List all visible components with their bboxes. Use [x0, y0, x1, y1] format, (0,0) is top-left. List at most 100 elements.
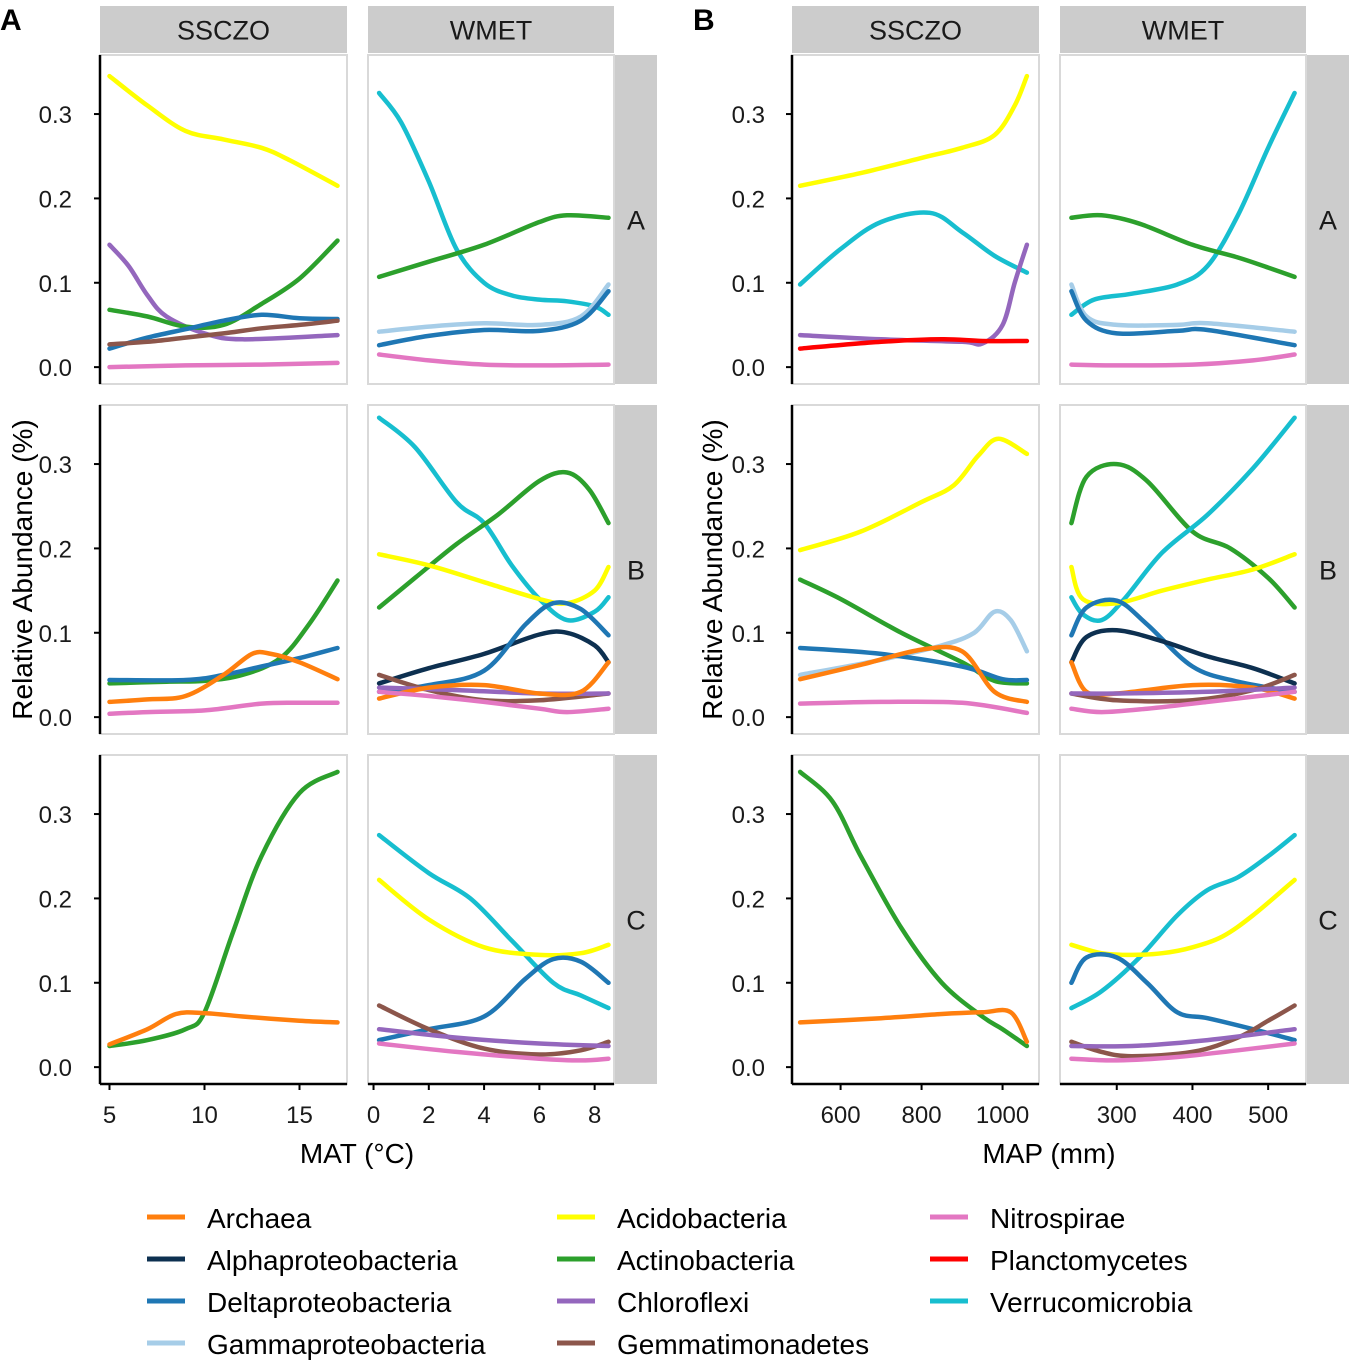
series-line-actinobacteria: [107, 769, 340, 1049]
series-line-nitrospirae: [797, 699, 1030, 716]
series-line-alphaproteobacteria: [1069, 627, 1297, 686]
panel-tag-b: B: [693, 4, 715, 37]
row-strip-c: [1307, 755, 1349, 1084]
y-tick-label: 0.0: [732, 705, 765, 732]
series-line-nitrospirae: [107, 700, 340, 717]
series-line-deltaproteobacteria: [107, 645, 340, 683]
series-line-verrucomicrobia: [376, 832, 611, 1011]
y-tick-label: 0.3: [732, 802, 765, 829]
y-tick-label: 0.0: [39, 355, 72, 382]
facet-ssczo-b: [99, 404, 348, 735]
x-tick-label: 4: [477, 1102, 490, 1129]
facet-wmet-a: [367, 54, 615, 385]
y-tick-label: 0.2: [39, 186, 72, 213]
legend-label: Actinobacteria: [617, 1245, 795, 1276]
facet-frame: [1059, 54, 1307, 385]
x-tick-label: 6: [533, 1102, 546, 1129]
legend-label: Nitrospirae: [990, 1203, 1125, 1234]
row-strip-label: C: [626, 906, 646, 936]
series-line-actinobacteria: [1069, 461, 1297, 610]
series-line-chloroflexi: [1069, 685, 1297, 696]
y-tick-label: 0.1: [732, 971, 765, 998]
series-line-chloroflexi: [797, 242, 1030, 347]
legend-label: Deltaproteobacteria: [207, 1287, 452, 1318]
series-line-actinobacteria: [107, 238, 340, 330]
series-line-nitrospirae: [1069, 352, 1297, 368]
site-strip-wmet: [368, 6, 614, 53]
legend-item-chloroflexi: Chloroflexi: [557, 1287, 749, 1318]
site-strip-wmet: [1060, 6, 1306, 53]
facet-frame: [367, 54, 615, 385]
series-line-acidobacteria: [797, 436, 1030, 553]
x-tick-label: 2: [422, 1102, 435, 1129]
y-tick-label: 0.1: [732, 271, 765, 298]
facet-wmet-a: [1059, 54, 1307, 385]
series-line-gemmatimonadetes: [376, 1003, 611, 1057]
series-line-acidobacteria: [1069, 552, 1297, 607]
series-line-planctomycetes: [797, 337, 1030, 351]
y-tick-label: 0.3: [39, 452, 72, 479]
row-strip-a: [615, 55, 657, 384]
legend-item-nitrospirae: Nitrospirae: [930, 1203, 1125, 1234]
series-line-actinobacteria: [797, 769, 1030, 1049]
series-line-deltaproteobacteria: [376, 600, 611, 695]
legend-label: Acidobacteria: [617, 1203, 787, 1234]
y-tick-label: 0.2: [39, 886, 72, 913]
legend-item-gemmatimonadetes: Gemmatimonadetes: [557, 1329, 869, 1360]
legend-label: Alphaproteobacteria: [207, 1245, 458, 1276]
legend-item-gammaproteobacteria: Gammaproteobacteria: [147, 1329, 486, 1360]
series-line-actinobacteria: [376, 212, 611, 280]
chart-root: A Relative Abundance (%) SSCZO WMET A 0.0 0.1 0…: [0, 4, 1349, 1169]
facet-frame: [1059, 404, 1307, 735]
x-tick-label: 0: [367, 1102, 380, 1129]
series-line-actinobacteria: [376, 469, 611, 610]
series-line-chloroflexi: [376, 1026, 611, 1049]
y-tick-label: 0.1: [39, 621, 72, 648]
legend-item-deltaproteobacteria: Deltaproteobacteria: [147, 1287, 452, 1318]
y-tick-label: 0.3: [39, 802, 72, 829]
series-line-nitrospirae: [1069, 1041, 1297, 1063]
series-line-gammaproteobacteria: [376, 282, 611, 334]
figure-panel-a: A Relative Abundance (%) SSCZO WMET A 0.0 0.1 0…: [0, 4, 657, 1169]
row-strip-c: [615, 755, 657, 1084]
series-line-nitrospirae: [376, 1041, 611, 1063]
series-line-nitrospirae: [376, 352, 611, 368]
x-tick-label: 400: [1172, 1102, 1212, 1129]
series-line-chloroflexi: [1069, 1026, 1297, 1049]
series-line-actinobacteria: [1069, 212, 1297, 280]
y-tick-label: 0.3: [732, 102, 765, 129]
series-line-acidobacteria: [797, 73, 1030, 189]
series-line-gemmatimonadetes: [1069, 1003, 1297, 1059]
panel-tag-a: A: [0, 4, 22, 37]
y-tick-label: 0.0: [732, 355, 765, 382]
series-line-acidobacteria: [107, 73, 340, 189]
series-line-deltaproteobacteria: [797, 645, 1030, 683]
legend-label: Gemmatimonadetes: [617, 1329, 869, 1360]
series-line-archaea: [376, 660, 611, 701]
facet-ssczo-c: [99, 754, 348, 1085]
series-line-nitrospirae: [1069, 689, 1297, 715]
x-tick-label: 1000: [976, 1102, 1029, 1129]
row-strip-label: B: [1319, 556, 1337, 586]
y-tick-label: 0.0: [39, 705, 72, 732]
y-tick-label: 0.2: [39, 536, 72, 563]
row-strip-a: [1307, 55, 1349, 384]
x-tick-label: 800: [902, 1102, 942, 1129]
y-tick-label: 0.2: [732, 536, 765, 563]
site-strip-label: WMET: [450, 16, 532, 46]
y-axis-label: Relative Abundance (%): [697, 419, 728, 719]
facet-wmet-c: [1059, 754, 1307, 1085]
site-strip-ssczo: [100, 6, 347, 53]
series-line-deltaproteobacteria: [1069, 288, 1297, 348]
series-line-deltaproteobacteria: [1069, 952, 1297, 1043]
series-line-verrucomicrobia: [1069, 90, 1297, 318]
legend-label: Verrucomicrobia: [990, 1287, 1193, 1318]
series-line-archaea: [107, 649, 340, 705]
series-line-archaea: [797, 644, 1030, 705]
x-tick-label: 5: [103, 1102, 116, 1129]
legend-item-alphaproteobacteria: Alphaproteobacteria: [147, 1245, 458, 1276]
x-tick-label: 15: [286, 1102, 313, 1129]
x-axis-label: MAP (mm): [982, 1138, 1115, 1169]
facet-ssczo-c: [791, 754, 1040, 1085]
